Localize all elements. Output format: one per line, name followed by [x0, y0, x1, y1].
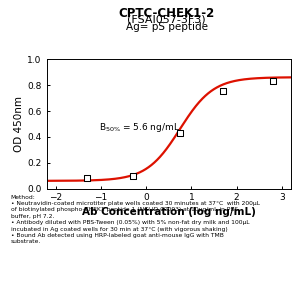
- Y-axis label: OD 450nm: OD 450nm: [14, 96, 25, 152]
- Point: [221, 89, 226, 94]
- Text: CPTC-CHEK1-2: CPTC-CHEK1-2: [118, 7, 214, 20]
- X-axis label: Ab Concentration (log ng/mL): Ab Concentration (log ng/mL): [82, 207, 256, 217]
- Point: [178, 131, 182, 135]
- Point: [85, 175, 90, 180]
- Text: (FSAI057-3F3): (FSAI057-3F3): [127, 15, 206, 25]
- Text: Method:
• Neutravidin-coated microtiter plate wells coated 30 minutes at 37°C  w: Method: • Neutravidin-coated microtiter …: [11, 195, 260, 244]
- Text: B$_{50\%}$ = 5.6 ng/mL: B$_{50\%}$ = 5.6 ng/mL: [99, 121, 180, 134]
- Point: [271, 78, 275, 83]
- Text: Ag= pS peptide: Ag= pS peptide: [125, 22, 208, 32]
- Point: [130, 173, 135, 178]
